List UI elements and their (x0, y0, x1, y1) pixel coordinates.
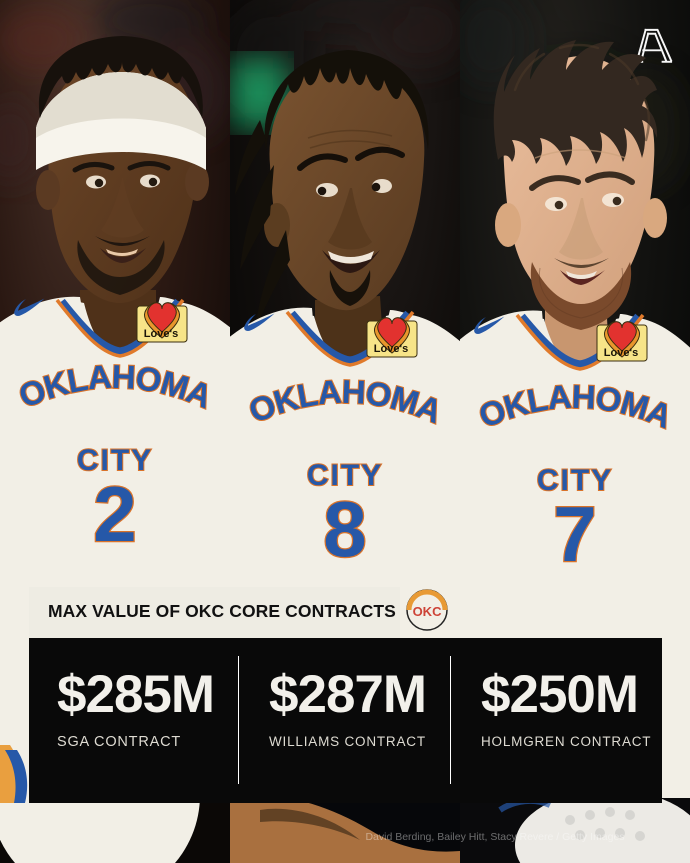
svg-text:OKLAHOMA: OKLAHOMA (14, 358, 217, 415)
svg-text:Love's: Love's (374, 343, 408, 355)
svg-text:7: 7 (553, 490, 596, 568)
svg-text:Love's: Love's (604, 347, 638, 359)
svg-text:OKC: OKC (413, 604, 443, 619)
svg-text:OKLAHOMA: OKLAHOMA (244, 373, 447, 430)
svg-text:Love's: Love's (144, 328, 178, 340)
svg-text:8: 8 (323, 485, 366, 563)
svg-text:2: 2 (93, 470, 136, 548)
svg-text:OKLAHOMA: OKLAHOMA (474, 378, 677, 435)
